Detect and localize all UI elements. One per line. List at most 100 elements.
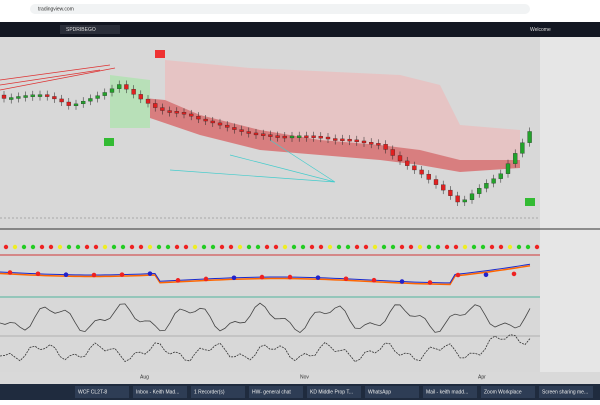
dot — [102, 244, 108, 250]
dot — [237, 244, 243, 250]
taskbar-item[interactable] — [365, 386, 419, 398]
candle — [405, 160, 410, 166]
taskbar-item[interactable] — [481, 386, 535, 398]
candle — [397, 155, 403, 162]
candle — [239, 129, 244, 132]
dot — [192, 244, 198, 250]
candle — [491, 178, 496, 184]
candle — [477, 188, 482, 194]
tab[interactable] — [60, 25, 120, 34]
candle — [347, 138, 352, 142]
candle — [318, 135, 323, 139]
dot — [426, 244, 432, 250]
candle — [513, 153, 518, 164]
candles — [1, 80, 532, 207]
candle — [469, 193, 475, 200]
candle — [167, 110, 172, 113]
candle — [484, 183, 489, 189]
candle — [275, 135, 280, 138]
tab-label: SPDRIBEGO — [66, 27, 96, 33]
candle — [246, 131, 251, 134]
osc-dot — [315, 275, 321, 280]
taskbar-item[interactable] — [307, 386, 361, 398]
dot — [390, 244, 396, 250]
candle — [9, 97, 14, 100]
address-bar[interactable] — [30, 4, 530, 14]
candle — [95, 95, 100, 99]
dot — [453, 244, 459, 250]
dot — [345, 244, 351, 250]
dot — [129, 244, 135, 250]
osc-dot — [35, 271, 41, 277]
candle — [153, 103, 158, 108]
osc-dot — [427, 280, 433, 285]
candle — [304, 135, 309, 138]
taskbar-label: KD Middle Prop T... — [310, 389, 353, 395]
dot — [435, 244, 441, 250]
osc-dot — [203, 276, 209, 282]
taskbar-label: WhatsApp — [368, 389, 391, 395]
taskbar-item[interactable] — [423, 386, 477, 398]
osc-dot — [371, 277, 377, 283]
candle — [419, 169, 424, 175]
dot — [372, 244, 378, 250]
taskbar-item[interactable] — [249, 386, 303, 398]
indicator-line — [0, 334, 531, 363]
dot — [219, 244, 225, 250]
candle — [289, 135, 295, 139]
osc-dot — [455, 272, 461, 278]
taskbar-label: HW- general chat — [252, 389, 291, 395]
dot — [471, 244, 477, 250]
dot — [462, 244, 468, 250]
dot — [516, 244, 522, 250]
dot — [84, 244, 90, 250]
taskbar-item[interactable] — [75, 386, 129, 398]
time-label: Aug — [140, 374, 149, 380]
dot — [210, 244, 216, 250]
dot — [498, 244, 504, 250]
osc-dot — [7, 270, 13, 275]
taskbar-label: WCF CL2T-8 — [78, 389, 107, 395]
candle — [210, 120, 215, 124]
taskbar-item[interactable] — [191, 386, 245, 398]
taskbar-label: Inbox - Keith Mad... — [136, 389, 179, 395]
candle — [390, 149, 395, 156]
dot — [156, 244, 162, 250]
dot — [21, 244, 27, 250]
candle — [174, 111, 179, 114]
candle — [333, 138, 338, 141]
osc-dot — [287, 274, 293, 280]
osc-dot — [147, 271, 153, 276]
candle — [369, 142, 374, 145]
taskbar-item[interactable] — [539, 386, 593, 398]
dot — [264, 244, 270, 250]
candle — [131, 88, 136, 95]
osc-dot — [63, 272, 69, 278]
candle — [181, 112, 187, 115]
osc-dot — [259, 274, 265, 280]
candle — [268, 134, 273, 137]
candle — [160, 107, 165, 111]
dot — [57, 244, 63, 250]
candle — [145, 98, 151, 104]
candle — [527, 131, 532, 143]
dot — [228, 244, 234, 250]
dot — [120, 244, 126, 250]
taskbar-item[interactable] — [133, 386, 187, 398]
candle — [383, 144, 388, 150]
candle — [433, 179, 439, 185]
candle — [426, 173, 431, 180]
candle — [189, 113, 194, 117]
candle — [203, 118, 208, 122]
signal-label — [155, 50, 165, 58]
signal-label — [104, 138, 114, 146]
dot — [417, 244, 423, 250]
cloud — [110, 75, 150, 128]
candle — [311, 135, 316, 138]
signal-label — [525, 198, 535, 206]
candle — [30, 94, 35, 97]
dot — [165, 244, 171, 250]
candle — [88, 98, 93, 102]
candle — [66, 101, 71, 106]
